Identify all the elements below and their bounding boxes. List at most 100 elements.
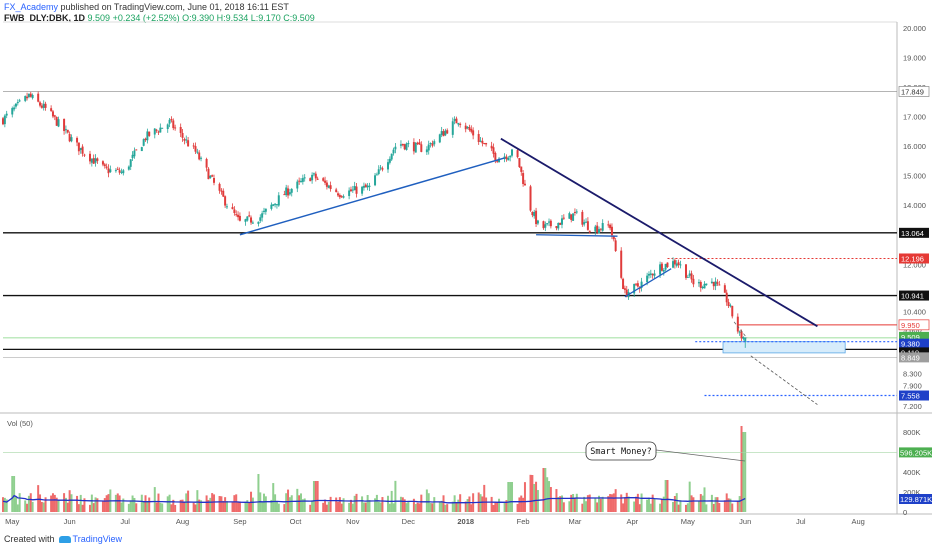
candle-body: [623, 288, 626, 290]
volume-bar: [716, 497, 719, 512]
volume-tick-label: 800K: [903, 428, 921, 437]
candle-body: [425, 149, 428, 153]
volume-bar: [277, 503, 280, 512]
candle: [503, 153, 506, 163]
candle: [337, 191, 340, 198]
candle-body: [3, 115, 6, 125]
volume-bar: [520, 495, 523, 512]
volume-bar: [403, 499, 406, 512]
price-tag-label: 13.064: [901, 229, 924, 238]
candle: [327, 184, 330, 189]
candle: [51, 109, 54, 119]
candle: [288, 188, 291, 196]
volume-bar: [64, 497, 67, 512]
candle: [148, 131, 151, 137]
candle-body: [27, 93, 30, 98]
candle: [675, 260, 678, 268]
candle: [536, 219, 539, 226]
candle: [29, 91, 32, 98]
volume-bar: [379, 502, 382, 512]
time-tick-label: Apr: [626, 517, 638, 526]
candle-body: [535, 210, 538, 225]
volume-bar: [414, 504, 417, 512]
volume-bar: [26, 503, 29, 512]
volume-bar: [364, 502, 367, 512]
volume-bar: [699, 494, 702, 512]
candle: [581, 209, 584, 227]
volume-bar: [105, 495, 108, 512]
candle: [220, 188, 223, 195]
projection-arrow-long: [750, 355, 818, 405]
volume-bar: [368, 500, 371, 512]
candle-body: [431, 143, 434, 146]
candle: [83, 153, 86, 157]
volume-bar: [660, 498, 663, 512]
tradingview-link[interactable]: TradingView: [72, 534, 123, 544]
volume-bar: [238, 501, 241, 512]
candle-body: [142, 139, 145, 146]
candle-body: [503, 156, 506, 159]
time-tick-label: Aug: [176, 517, 189, 526]
candle-body: [549, 220, 552, 227]
candle: [555, 226, 558, 231]
candle-body: [250, 217, 253, 223]
candle-body: [103, 164, 106, 167]
candle-body: [257, 221, 260, 224]
author-link[interactable]: FX_Academy: [4, 2, 59, 12]
volume-bar: [262, 493, 265, 512]
candle: [374, 172, 377, 187]
price-tick-label: 7.900: [903, 381, 922, 390]
volume-bar: [431, 503, 434, 512]
volume-bar: [351, 503, 354, 512]
candle-body: [675, 263, 678, 266]
candle: [329, 181, 332, 192]
candle: [377, 165, 380, 176]
candle: [66, 129, 69, 134]
volume-bar: [374, 498, 377, 512]
time-tick-label: Jun: [64, 517, 76, 526]
candle-body: [472, 130, 475, 136]
candle: [183, 137, 186, 145]
candle: [168, 118, 171, 128]
candle-body: [412, 142, 415, 152]
volume-bar: [511, 482, 514, 512]
volume-bar: [744, 432, 747, 512]
candle-body: [298, 180, 301, 182]
candle: [298, 177, 301, 185]
candle: [542, 220, 545, 230]
candle: [507, 156, 510, 161]
created-with-label: Created with: [4, 534, 55, 544]
candle: [218, 182, 221, 194]
volume-bar: [607, 496, 610, 512]
volume-bar: [407, 501, 410, 512]
candle: [557, 222, 560, 231]
candle: [609, 223, 612, 231]
candle-body: [235, 214, 238, 216]
volume-bar: [120, 502, 123, 512]
candle-body: [738, 331, 741, 333]
volume-bar: [557, 496, 560, 512]
volume-bar: [144, 495, 147, 512]
candle: [64, 125, 67, 134]
candle: [725, 289, 728, 306]
candle: [355, 183, 358, 198]
candle-body: [494, 153, 497, 161]
candle-body: [742, 336, 745, 339]
candle: [118, 167, 121, 175]
candle: [420, 141, 423, 153]
projection-arrow-short: [733, 321, 748, 339]
volume-bar: [222, 500, 225, 512]
candle-body: [581, 211, 584, 225]
volume-bar: [425, 489, 428, 512]
volume-bar: [218, 496, 221, 512]
candle: [649, 269, 652, 278]
candle: [535, 207, 538, 228]
candle-body: [131, 154, 134, 159]
price-tag-bg: [898, 86, 930, 97]
candle: [703, 281, 706, 289]
candle-body: [270, 204, 273, 209]
volume-bar: [679, 500, 682, 512]
candle-body: [29, 93, 32, 97]
candle: [324, 176, 327, 186]
